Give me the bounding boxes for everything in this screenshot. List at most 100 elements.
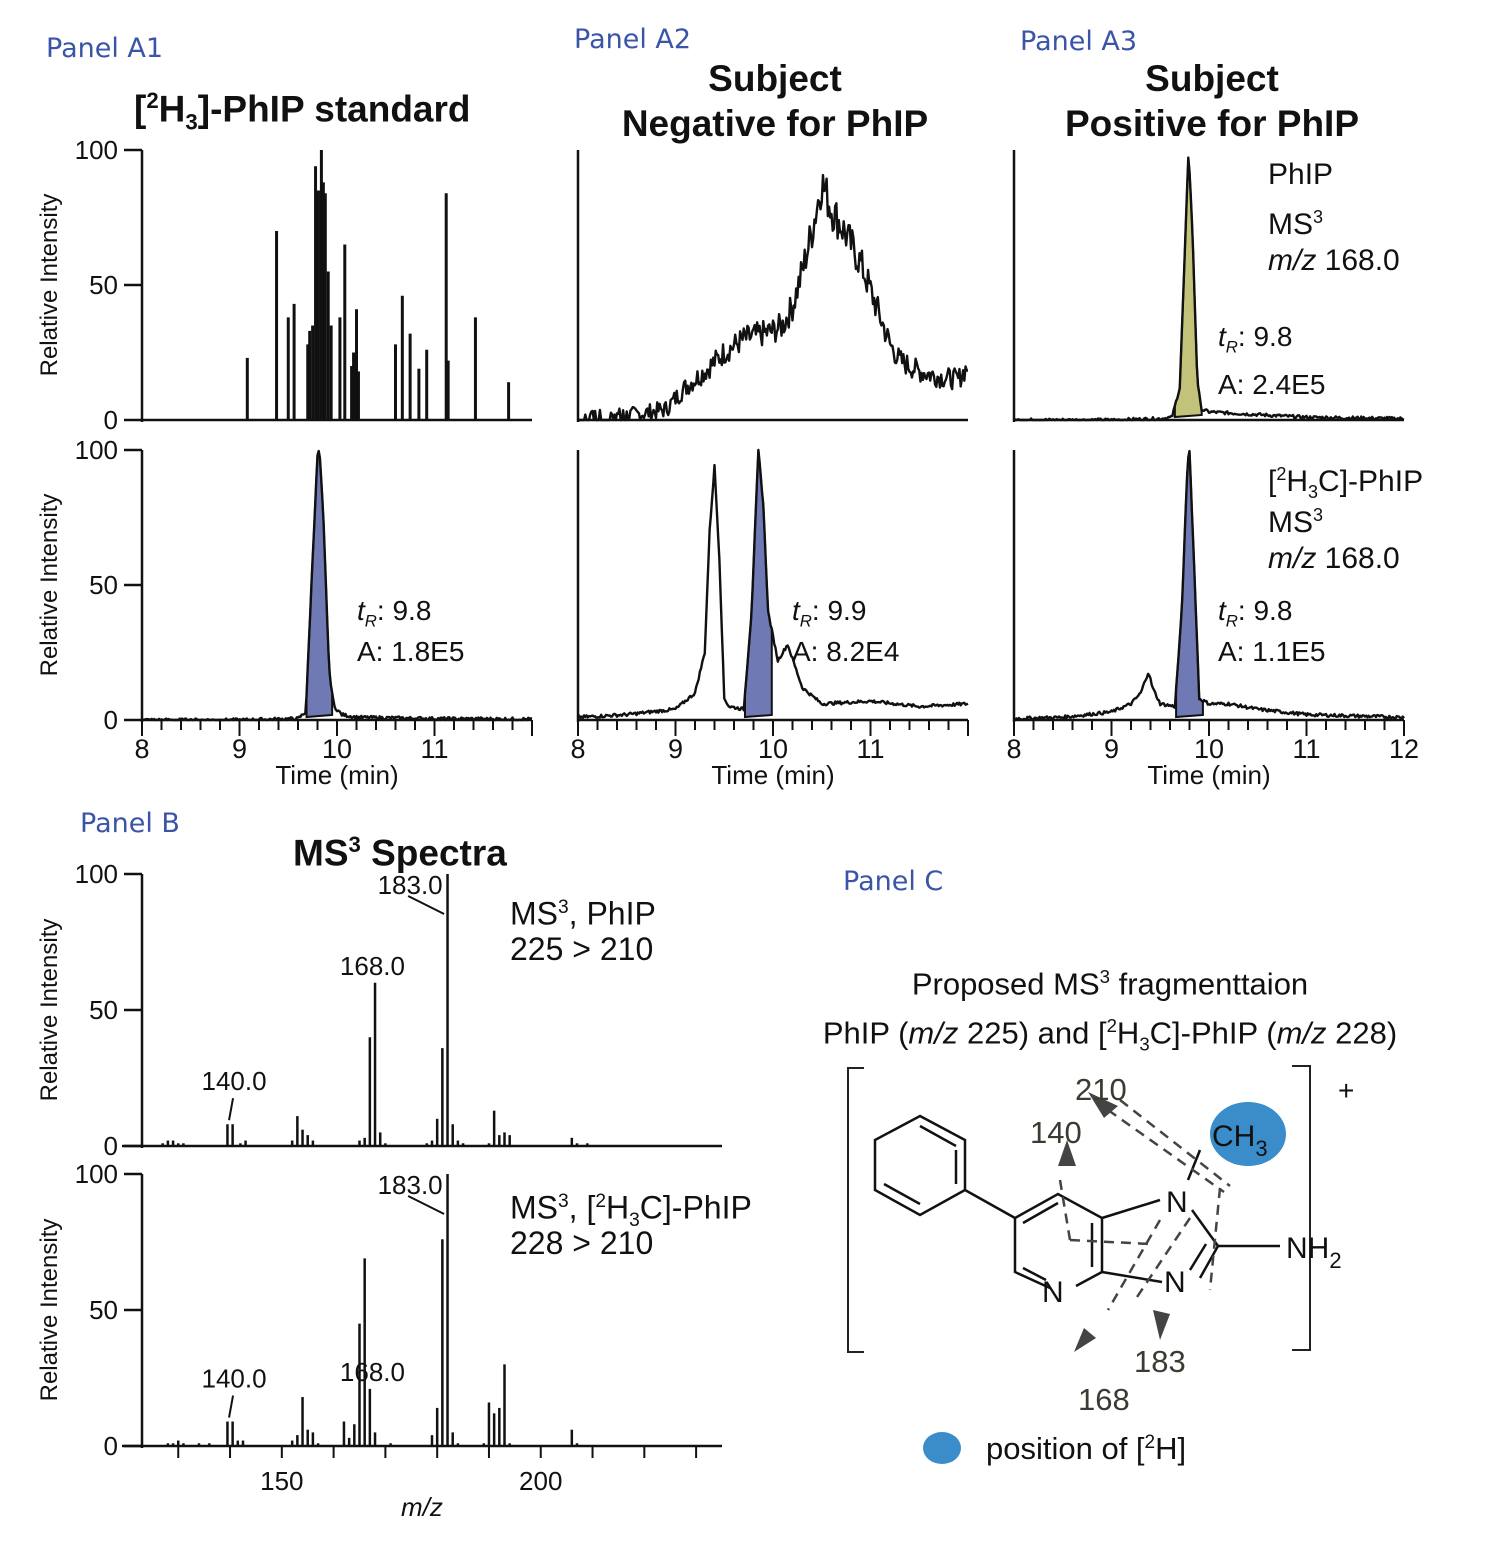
y-tick-label: 100 <box>75 859 118 889</box>
panel-c-title-line2: PhIP (m/z 225) and [2H3C]-PhIP (m/z 228) <box>822 1015 1398 1055</box>
a3-top-area: A: 2.4E5 <box>1218 369 1326 400</box>
charge-sign: + <box>1338 1075 1354 1106</box>
x-tick-label: 11 <box>420 734 448 764</box>
atom-n1-imidazole: N <box>1166 1186 1188 1219</box>
tr-value: : 9.8 <box>376 595 432 626</box>
phip-structure: + N N N CH3 NH2 <box>847 1065 1354 1466</box>
tr-value: : 9.8 <box>1237 595 1293 626</box>
y-axis-label: Relative Intensity <box>36 494 63 677</box>
panel-a1-label: Panel A1 <box>46 33 164 64</box>
chart-a3-top <box>1012 150 1405 422</box>
x-axis-label: Time (min) <box>1147 760 1270 790</box>
right-bracket <box>1292 1065 1311 1351</box>
x-tick-label: 200 <box>519 1466 562 1496</box>
y-axis-label: Relative Intensity <box>36 1219 63 1402</box>
fragment-210: 210 <box>1075 1072 1127 1107</box>
atom-n-pyridine: N <box>1042 1276 1064 1309</box>
b-top-annotation-line1: MS3, PhIP <box>510 895 656 932</box>
chromatogram-trace <box>142 449 533 722</box>
panel-c-title-line1: Proposed MS3 fragmenttaion <box>911 966 1309 1002</box>
panel-a3-title-line1: Subject <box>1145 58 1279 99</box>
fragment-168: 168 <box>1078 1382 1130 1417</box>
panel-c-title: Proposed MS3 fragmenttaion PhIP (m/z 225… <box>720 956 1500 1066</box>
panel-a2-label: Panel A2 <box>574 24 692 55</box>
y-tick-label: 0 <box>104 1131 118 1161</box>
phenyl-ring <box>873 1114 1016 1220</box>
y-tick-label: 50 <box>89 1295 118 1325</box>
panel-a1-title: [2H3]-PhIP standard <box>134 88 471 135</box>
chromatogram-trace <box>577 448 969 720</box>
peak-label: 183.0 <box>378 1170 443 1200</box>
mz-label: m/z <box>1268 542 1317 575</box>
legend-deuterium-dot <box>923 1432 961 1464</box>
peak-leader-line <box>407 895 445 915</box>
panel-a3-title-line2: Positive for PhIP <box>1064 103 1359 144</box>
b-bottom-annotation-line1: MS3, [2H3C]-PhIP <box>510 1189 752 1232</box>
a3-bottom-compound: [2H3C]-PhIP <box>1268 464 1424 502</box>
x-tick-label: 9 <box>1104 734 1119 764</box>
chart-b-top: 0 50 100 Relative Intensity 140.0 168.0 183.0 <box>36 859 722 1161</box>
chart-a2-bottom: 8 9 10 11 Time (min) <box>570 448 969 790</box>
chromatogram-trace <box>578 173 969 422</box>
x-tick-label: 9 <box>232 734 247 764</box>
panel-a3-label: Panel A3 <box>1020 26 1138 57</box>
x-tick-label: 11 <box>856 734 884 764</box>
x-tick-label: 8 <box>1006 734 1021 764</box>
panel-a2-title-line2: Negative for PhIP <box>621 103 929 144</box>
a1-bottom-area: A: 1.8E5 <box>357 636 465 667</box>
peak-label: 140.0 <box>201 1364 266 1394</box>
peak-leader-line <box>228 1098 235 1121</box>
fragment-140: 140 <box>1030 1115 1082 1150</box>
x-tick-label: 8 <box>134 734 149 764</box>
y-tick-label: 0 <box>104 705 118 735</box>
x-axis-label: Time (min) <box>711 760 834 790</box>
arrow-140 <box>1058 1140 1076 1166</box>
a3-top-mz: m/z 168.0 <box>1268 239 1400 282</box>
y-tick-label: 0 <box>104 405 118 435</box>
x-tick-label: 10 <box>758 734 788 764</box>
panel-a3-title: Subject Positive for PhIP <box>1012 56 1412 146</box>
peak-leader-line <box>228 1395 235 1418</box>
x-tick-label: 9 <box>668 734 683 764</box>
pyridine-ring <box>1013 1149 1280 1290</box>
a3-top-mode: MS3 <box>1268 207 1324 241</box>
a1-bottom-tr: tR: 9.8 <box>357 595 432 631</box>
y-tick-label: 0 <box>104 1431 118 1461</box>
a2-bottom-tr: tR: 9.9 <box>792 595 867 631</box>
chromatogram-trace <box>1013 156 1405 422</box>
x-tick-label: 8 <box>570 734 585 764</box>
chart-a2-top <box>576 150 969 422</box>
peak-label: 168.0 <box>340 951 405 981</box>
panel-b-label: Panel B <box>80 808 180 839</box>
x-tick-label: 10 <box>322 734 352 764</box>
b-bottom-annotation-line2: 228 > 210 <box>510 1225 654 1261</box>
y-axis-label: Relative Intensity <box>36 919 63 1102</box>
panel-a2-title: Subject Negative for PhIP <box>575 56 975 146</box>
legend-deuterium-label: position of [2H] <box>986 1431 1186 1466</box>
y-tick-label: 50 <box>89 995 118 1025</box>
tr-value: : 9.8 <box>1237 321 1293 352</box>
peak-label: 183.0 <box>378 870 443 900</box>
y-axis-label: Relative Intensity <box>36 194 63 377</box>
chromatogram-trace <box>1013 449 1405 722</box>
fragment-183: 183 <box>1134 1344 1186 1379</box>
chart-b-bottom: 0 50 100 Relative Intensity 150 200 m/z 140.0 16… <box>36 1159 722 1522</box>
tr-value: : 9.9 <box>811 595 867 626</box>
panel-b-title: MS3 Spectra <box>293 832 507 874</box>
amine-group: NH2 <box>1286 1232 1342 1273</box>
peak-label: 168.0 <box>340 1357 405 1387</box>
atom-n3-imidazole: N <box>1164 1266 1186 1299</box>
methyl-group: CH3 <box>1212 1120 1268 1161</box>
x-tick-label: 12 <box>1389 734 1419 764</box>
deuterium-position-marker <box>1210 1102 1286 1166</box>
a3-bottom-area: A: 1.1E5 <box>1218 636 1326 667</box>
fragment-arrows <box>1058 1092 1170 1352</box>
y-tick-label: 50 <box>89 570 118 600</box>
peak-leader-line <box>407 1195 445 1215</box>
panel-c-label: Panel C <box>843 866 944 897</box>
fragmentation-cleavage-lines <box>1058 1099 1231 1311</box>
y-tick-label: 100 <box>75 135 118 165</box>
chart-a3-bottom: 8 9 10 11 12 Time (min) <box>1006 449 1419 790</box>
y-tick-label: 50 <box>89 270 118 300</box>
